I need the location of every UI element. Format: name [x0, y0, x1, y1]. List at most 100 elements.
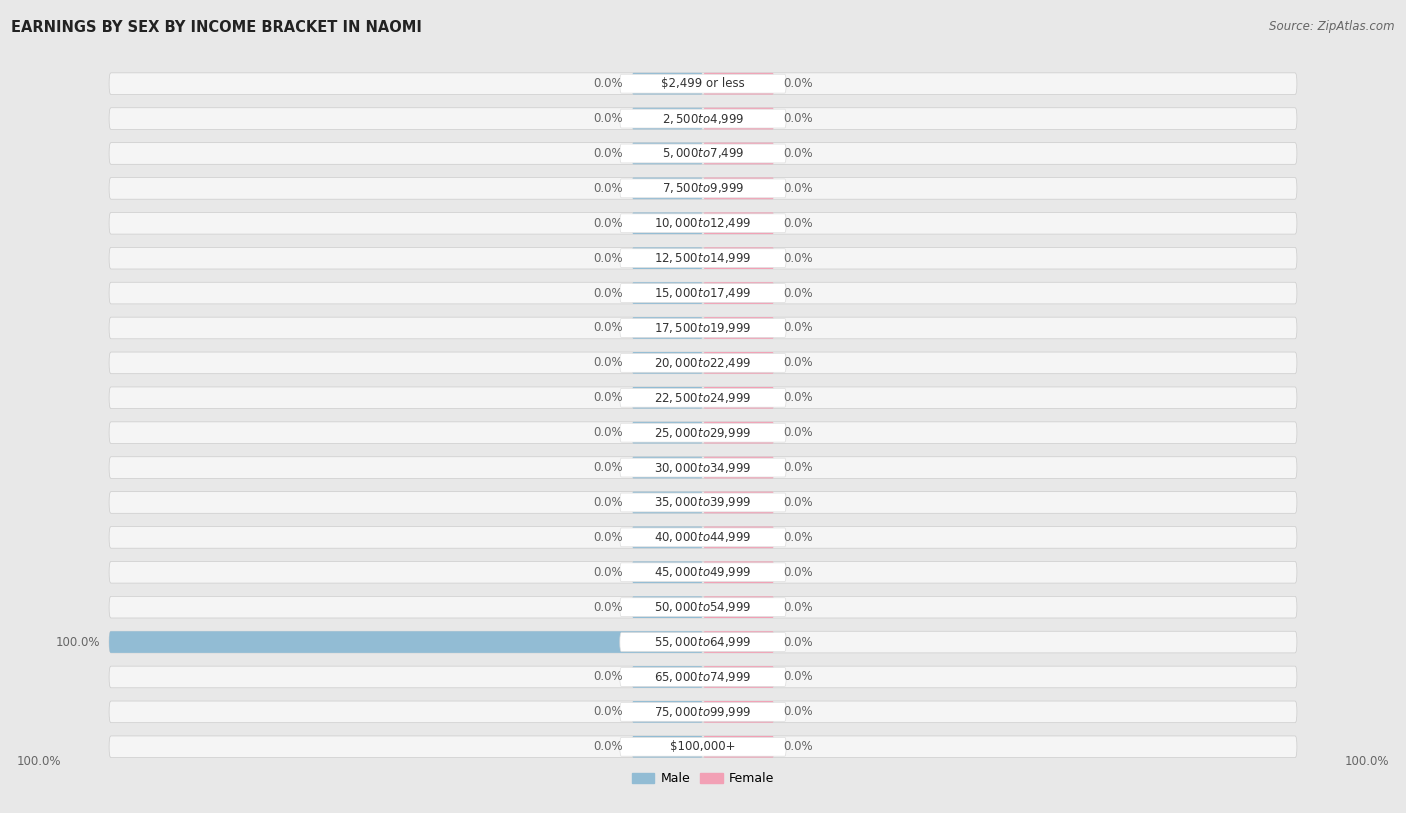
FancyBboxPatch shape: [620, 144, 786, 163]
Text: 0.0%: 0.0%: [593, 706, 623, 719]
Text: $45,000 to $49,999: $45,000 to $49,999: [654, 565, 752, 580]
Text: $100,000+: $100,000+: [671, 741, 735, 754]
Text: $20,000 to $22,499: $20,000 to $22,499: [654, 356, 752, 370]
FancyBboxPatch shape: [631, 177, 703, 199]
Text: $22,500 to $24,999: $22,500 to $24,999: [654, 391, 752, 405]
FancyBboxPatch shape: [620, 667, 786, 686]
Legend: Male, Female: Male, Female: [627, 767, 779, 790]
FancyBboxPatch shape: [110, 387, 1296, 409]
FancyBboxPatch shape: [620, 737, 786, 756]
FancyBboxPatch shape: [631, 492, 703, 513]
Text: $55,000 to $64,999: $55,000 to $64,999: [654, 635, 752, 649]
Text: 0.0%: 0.0%: [593, 426, 623, 439]
FancyBboxPatch shape: [110, 562, 1296, 583]
Text: 0.0%: 0.0%: [783, 636, 813, 649]
FancyBboxPatch shape: [631, 282, 703, 304]
Text: 0.0%: 0.0%: [783, 531, 813, 544]
FancyBboxPatch shape: [703, 247, 775, 269]
Text: $17,500 to $19,999: $17,500 to $19,999: [654, 321, 752, 335]
FancyBboxPatch shape: [110, 492, 1296, 513]
Text: 0.0%: 0.0%: [783, 706, 813, 719]
FancyBboxPatch shape: [703, 387, 775, 409]
Text: $35,000 to $39,999: $35,000 to $39,999: [654, 495, 752, 510]
FancyBboxPatch shape: [620, 459, 786, 477]
FancyBboxPatch shape: [620, 424, 786, 442]
FancyBboxPatch shape: [620, 598, 786, 616]
FancyBboxPatch shape: [110, 247, 1296, 269]
FancyBboxPatch shape: [703, 73, 775, 94]
Text: 0.0%: 0.0%: [593, 461, 623, 474]
FancyBboxPatch shape: [110, 631, 1296, 653]
FancyBboxPatch shape: [110, 108, 1296, 129]
Text: 0.0%: 0.0%: [783, 182, 813, 195]
FancyBboxPatch shape: [620, 284, 786, 302]
FancyBboxPatch shape: [703, 177, 775, 199]
FancyBboxPatch shape: [703, 282, 775, 304]
FancyBboxPatch shape: [631, 527, 703, 548]
FancyBboxPatch shape: [703, 212, 775, 234]
FancyBboxPatch shape: [620, 633, 786, 651]
FancyBboxPatch shape: [631, 597, 703, 618]
Text: 0.0%: 0.0%: [593, 391, 623, 404]
FancyBboxPatch shape: [620, 179, 786, 198]
Text: 0.0%: 0.0%: [783, 671, 813, 684]
FancyBboxPatch shape: [703, 422, 775, 444]
Text: $75,000 to $99,999: $75,000 to $99,999: [654, 705, 752, 719]
Text: 0.0%: 0.0%: [593, 286, 623, 299]
FancyBboxPatch shape: [631, 736, 703, 758]
FancyBboxPatch shape: [110, 527, 1296, 548]
FancyBboxPatch shape: [703, 736, 775, 758]
Text: $65,000 to $74,999: $65,000 to $74,999: [654, 670, 752, 684]
Text: 0.0%: 0.0%: [593, 112, 623, 125]
FancyBboxPatch shape: [110, 282, 1296, 304]
FancyBboxPatch shape: [703, 492, 775, 513]
FancyBboxPatch shape: [631, 457, 703, 478]
Text: 100.0%: 100.0%: [17, 755, 62, 768]
FancyBboxPatch shape: [703, 666, 775, 688]
FancyBboxPatch shape: [620, 319, 786, 337]
Text: 0.0%: 0.0%: [783, 356, 813, 369]
FancyBboxPatch shape: [620, 702, 786, 721]
FancyBboxPatch shape: [110, 352, 1296, 374]
FancyBboxPatch shape: [631, 142, 703, 164]
Text: 0.0%: 0.0%: [593, 566, 623, 579]
FancyBboxPatch shape: [110, 422, 1296, 444]
FancyBboxPatch shape: [703, 142, 775, 164]
Text: 0.0%: 0.0%: [783, 461, 813, 474]
Text: 0.0%: 0.0%: [783, 112, 813, 125]
FancyBboxPatch shape: [620, 109, 786, 128]
FancyBboxPatch shape: [110, 597, 1296, 618]
FancyBboxPatch shape: [703, 527, 775, 548]
Text: $10,000 to $12,499: $10,000 to $12,499: [654, 216, 752, 230]
Text: 0.0%: 0.0%: [593, 182, 623, 195]
FancyBboxPatch shape: [110, 666, 1296, 688]
Text: 0.0%: 0.0%: [783, 217, 813, 230]
Text: 0.0%: 0.0%: [593, 217, 623, 230]
Text: 100.0%: 100.0%: [56, 636, 100, 649]
Text: 0.0%: 0.0%: [783, 252, 813, 265]
Text: 0.0%: 0.0%: [783, 147, 813, 160]
Text: $2,499 or less: $2,499 or less: [661, 77, 745, 90]
FancyBboxPatch shape: [631, 317, 703, 339]
Text: $12,500 to $14,999: $12,500 to $14,999: [654, 251, 752, 265]
FancyBboxPatch shape: [631, 701, 703, 723]
FancyBboxPatch shape: [620, 354, 786, 372]
FancyBboxPatch shape: [631, 422, 703, 444]
FancyBboxPatch shape: [703, 562, 775, 583]
FancyBboxPatch shape: [631, 212, 703, 234]
FancyBboxPatch shape: [110, 736, 1296, 758]
FancyBboxPatch shape: [620, 389, 786, 407]
FancyBboxPatch shape: [620, 74, 786, 93]
Text: 0.0%: 0.0%: [783, 77, 813, 90]
Text: $15,000 to $17,499: $15,000 to $17,499: [654, 286, 752, 300]
Text: 0.0%: 0.0%: [783, 391, 813, 404]
Text: $25,000 to $29,999: $25,000 to $29,999: [654, 426, 752, 440]
FancyBboxPatch shape: [620, 493, 786, 512]
FancyBboxPatch shape: [620, 563, 786, 581]
Text: 0.0%: 0.0%: [593, 741, 623, 754]
FancyBboxPatch shape: [110, 457, 1296, 478]
Text: 0.0%: 0.0%: [783, 321, 813, 334]
FancyBboxPatch shape: [631, 108, 703, 129]
FancyBboxPatch shape: [110, 142, 1296, 164]
Text: 0.0%: 0.0%: [783, 286, 813, 299]
